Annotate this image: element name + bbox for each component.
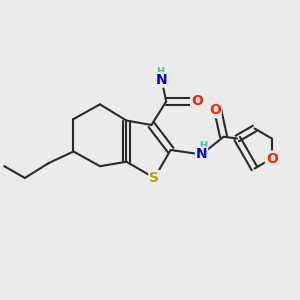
Text: S: S bbox=[149, 171, 159, 185]
Text: H: H bbox=[156, 67, 164, 77]
Text: N: N bbox=[196, 147, 207, 161]
Text: O: O bbox=[209, 103, 221, 117]
Text: O: O bbox=[266, 152, 278, 166]
Text: O: O bbox=[191, 94, 203, 108]
Text: N: N bbox=[156, 73, 168, 87]
Text: H: H bbox=[199, 141, 207, 151]
